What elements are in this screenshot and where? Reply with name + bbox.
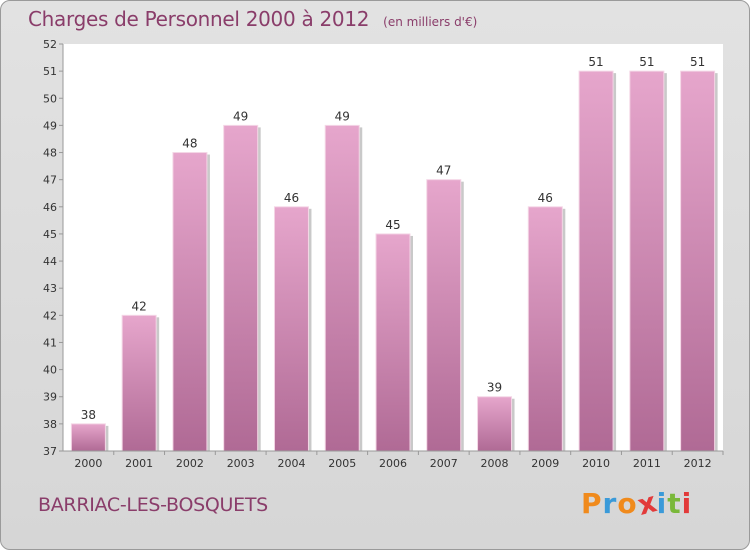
data-label: 42 — [132, 299, 147, 313]
y-tick-label: 39 — [43, 391, 57, 404]
y-tick-label: 45 — [43, 228, 57, 241]
bar-2003[interactable] — [223, 124, 259, 452]
x-tick-label: 2012 — [684, 457, 712, 470]
y-tick-label: 40 — [43, 364, 57, 377]
y-tick-label: 42 — [43, 309, 57, 322]
logo-letter: i — [681, 487, 693, 520]
x-tick-label: 2009 — [531, 457, 559, 470]
bar-2011[interactable] — [629, 70, 665, 452]
logo-letter: P — [581, 487, 603, 520]
chart-title-text: Charges de Personnel 2000 à 2012 — [28, 7, 370, 31]
y-tick-label: 44 — [43, 255, 57, 268]
logo-letter: i — [656, 487, 668, 520]
x-tick-label: 2011 — [633, 457, 661, 470]
bar-2012[interactable] — [680, 70, 716, 452]
x-tick-label: 2006 — [379, 457, 407, 470]
bar-2006[interactable] — [375, 233, 411, 452]
y-tick-label: 41 — [43, 336, 57, 349]
data-label: 51 — [690, 55, 705, 69]
x-tick-label: 2000 — [74, 457, 102, 470]
x-tick-label: 2010 — [582, 457, 610, 470]
bar-2009[interactable] — [527, 206, 563, 452]
chart-title: Charges de Personnel 2000 à 2012 (en mill… — [28, 7, 477, 31]
data-label: 51 — [588, 55, 603, 69]
data-label: 46 — [538, 191, 553, 205]
y-tick-label: 52 — [43, 38, 57, 51]
bar-2008[interactable] — [477, 396, 513, 452]
data-label: 49 — [335, 109, 350, 123]
data-label: 48 — [182, 137, 197, 151]
y-tick-label: 49 — [43, 119, 57, 132]
y-tick-label: 47 — [43, 174, 57, 187]
logo-letter: r — [602, 487, 618, 520]
bar-2002[interactable] — [172, 152, 208, 452]
y-tick-label: 48 — [43, 147, 57, 160]
data-label: 38 — [81, 408, 96, 422]
x-tick-label: 2004 — [277, 457, 305, 470]
x-tick-label: 2001 — [125, 457, 153, 470]
y-tick-label: 50 — [43, 92, 57, 105]
data-label: 46 — [284, 191, 299, 205]
bar-2005[interactable] — [324, 124, 360, 452]
y-tick-label: 46 — [43, 201, 57, 214]
x-tick-label: 2005 — [328, 457, 356, 470]
bar-2001[interactable] — [121, 314, 157, 452]
data-label: 45 — [385, 218, 400, 232]
x-axis: 2000 2001 2002 2003 2004 2005 2006 2007 2008 2009… — [63, 450, 724, 470]
proxiti-logo[interactable]: Proxiti — [581, 485, 693, 522]
y-axis: 37 38 39 40 41 42 43 44 45 46 47 48 49 50 51 52 — [43, 38, 64, 458]
bar-2010[interactable] — [578, 70, 614, 452]
chart-subtitle: (en milliers d'€) — [383, 15, 478, 29]
x-tick-label: 2002 — [176, 457, 204, 470]
data-label: 47 — [436, 164, 451, 178]
x-tick-label: 2008 — [481, 457, 509, 470]
x-tick-label: 2007 — [430, 457, 458, 470]
y-tick-label: 37 — [43, 445, 57, 458]
logo-letter: o — [617, 487, 638, 520]
bars: 38 42 48 49 46 49 45 47 39 46 51 51 51 — [70, 55, 718, 452]
bar-2007[interactable] — [426, 179, 462, 452]
y-tick-label: 43 — [43, 282, 57, 295]
commune-name: BARRIAC-LES-BOSQUETS — [38, 494, 268, 516]
logo-letter: t — [667, 487, 682, 520]
x-tick-label: 2003 — [227, 457, 255, 470]
y-tick-label: 51 — [43, 65, 57, 78]
bar-2000[interactable] — [70, 423, 106, 452]
data-label: 49 — [233, 109, 248, 123]
data-label: 39 — [487, 381, 502, 395]
bar-2004[interactable] — [273, 206, 309, 452]
y-tick-label: 38 — [43, 418, 57, 431]
data-label: 51 — [639, 55, 654, 69]
